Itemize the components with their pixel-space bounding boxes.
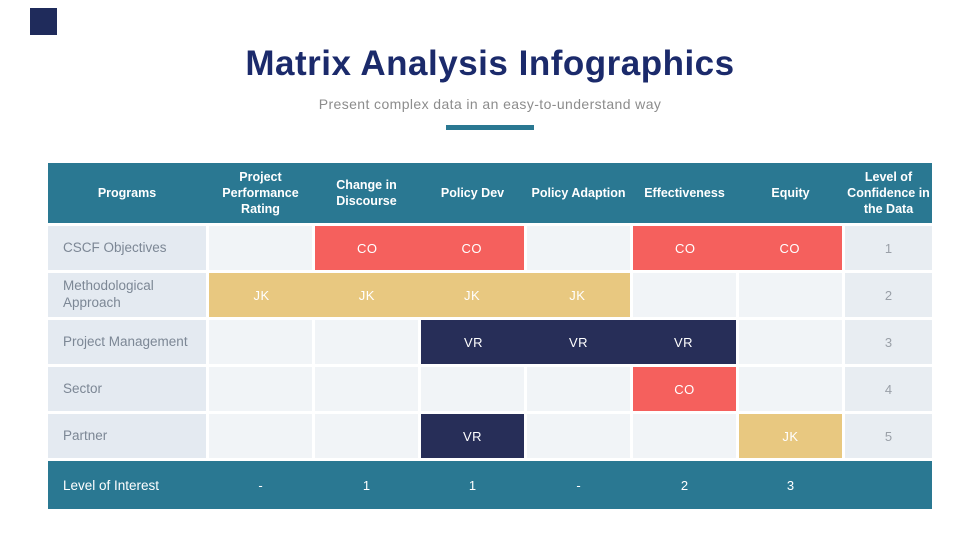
column-header-effectiveness: Effectiveness <box>644 185 725 200</box>
matrix-cell-empty <box>633 273 736 317</box>
title-accent-bar <box>446 125 534 130</box>
matrix-cell-empty <box>739 273 842 317</box>
interest-value: 1 <box>468 477 477 493</box>
confidence-value: 5 <box>845 414 932 458</box>
page-title: Matrix Analysis Infographics <box>245 44 735 83</box>
row-label: CSCF Objectives <box>48 226 206 270</box>
column-header-equity: Equity <box>771 185 810 200</box>
row-label: Partner <box>48 414 206 458</box>
confidence-value: 2 <box>845 273 932 317</box>
cell-tag: JK <box>358 287 375 303</box>
matrix-cell-empty <box>633 414 736 458</box>
table-header-row: Programs Project Performance Rating Chan… <box>48 163 932 223</box>
matrix-block-jk: JK JK JK JK <box>209 273 630 317</box>
matrix-cell-empty <box>209 367 312 411</box>
column-header-change-in-discourse: Change in Discourse <box>336 177 397 208</box>
table-row-sector: Sector CO 4 <box>48 367 932 411</box>
matrix-cell-empty <box>315 367 418 411</box>
cell-tag: VR <box>673 334 694 350</box>
column-header-policy-dev: Policy Dev <box>440 185 505 200</box>
cell-tag: VR <box>463 334 484 350</box>
cell-tag: CO <box>675 240 696 256</box>
matrix-cell-empty <box>527 226 630 270</box>
cell-tag: CO <box>674 381 695 397</box>
table-row-partner: Partner VR JK 5 <box>48 414 932 458</box>
matrix-block-co: CO CO <box>633 226 842 270</box>
cell-tag: JK <box>782 428 799 444</box>
table-row-project-management: Project Management VR VR VR 3 <box>48 320 932 364</box>
matrix-cell-empty <box>209 226 312 270</box>
matrix-cell-empty <box>421 367 524 411</box>
row-label: Methodological Approach <box>48 273 206 317</box>
confidence-value: 3 <box>845 320 932 364</box>
logo-mark <box>30 8 57 35</box>
interest-value: 1 <box>362 477 371 493</box>
cell-tag: JK <box>253 287 270 303</box>
cell-tag: JK <box>569 287 586 303</box>
cell-tag: CO <box>461 240 482 256</box>
table-footer-row: Level of Interest - 1 1 - 2 3 <box>48 461 932 509</box>
matrix-cell-empty <box>739 367 842 411</box>
interest-value: - <box>576 477 581 493</box>
matrix-cell-empty <box>209 320 312 364</box>
column-header-confidence: Level of Confidence in the Data <box>847 169 930 217</box>
matrix-block-jk: JK <box>739 414 842 458</box>
interest-value <box>845 461 932 509</box>
column-header-project-performance-rating: Project Performance Rating <box>222 169 299 217</box>
column-header-policy-adaption: Policy Adaption <box>531 185 626 200</box>
matrix-cell-empty <box>209 414 312 458</box>
matrix-cell-empty <box>315 414 418 458</box>
footer-label: Level of Interest <box>63 477 160 493</box>
matrix-cell-empty <box>739 320 842 364</box>
table-row-methodological-approach: Methodological Approach JK JK JK JK 2 <box>48 273 932 317</box>
cell-tag: VR <box>462 428 483 444</box>
cell-tag: JK <box>464 287 481 303</box>
confidence-value: 1 <box>845 226 932 270</box>
column-header-programs: Programs <box>97 185 157 200</box>
confidence-value: 4 <box>845 367 932 411</box>
row-label: Sector <box>48 367 206 411</box>
interest-value: - <box>258 477 263 493</box>
row-label: Project Management <box>48 320 206 364</box>
table-row-cscf-objectives: CSCF Objectives CO CO CO CO 1 <box>48 226 932 270</box>
cell-tag: CO <box>779 240 800 256</box>
interest-value: 3 <box>786 477 795 493</box>
matrix-cell-empty <box>527 414 630 458</box>
matrix-cell-empty <box>315 320 418 364</box>
matrix-table: Programs Project Performance Rating Chan… <box>48 163 932 509</box>
matrix-block-co: CO <box>633 367 736 411</box>
matrix-block-vr: VR VR VR <box>421 320 736 364</box>
matrix-cell-empty <box>527 367 630 411</box>
matrix-block-vr: VR <box>421 414 524 458</box>
cell-tag: VR <box>568 334 589 350</box>
matrix-block-co: CO CO <box>315 226 524 270</box>
page-subtitle: Present complex data in an easy-to-under… <box>318 96 662 112</box>
interest-value: 2 <box>680 477 689 493</box>
cell-tag: CO <box>357 240 378 256</box>
